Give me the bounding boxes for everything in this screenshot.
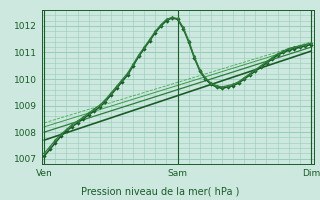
Text: Pression niveau de la mer( hPa ): Pression niveau de la mer( hPa ) — [81, 186, 239, 196]
